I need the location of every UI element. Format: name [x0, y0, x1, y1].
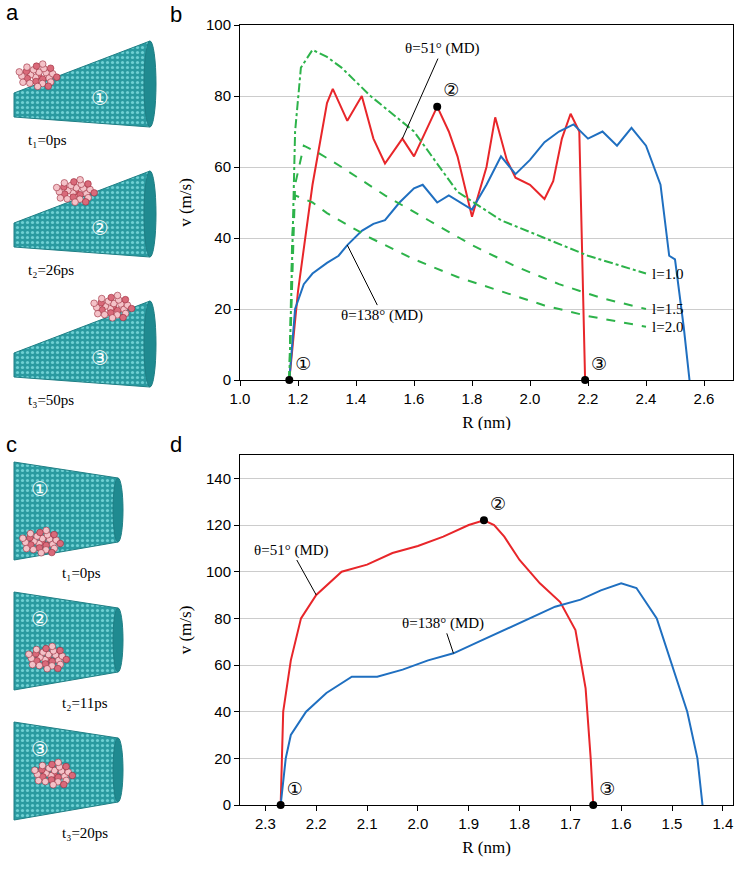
svg-text:2.2: 2.2 [306, 815, 327, 832]
svg-text:1.8: 1.8 [509, 815, 530, 832]
svg-text:1.6: 1.6 [404, 390, 425, 407]
svg-text:θ=138° (MD): θ=138° (MD) [341, 307, 423, 324]
svg-text:①: ① [31, 477, 49, 501]
svg-text:20: 20 [214, 750, 231, 767]
svg-text:80: 80 [214, 610, 231, 627]
svg-text:1.4: 1.4 [712, 815, 733, 832]
svg-text:100: 100 [206, 563, 231, 580]
html-text:d: d [170, 432, 183, 457]
svg-text:2.0: 2.0 [520, 390, 541, 407]
svg-text:R (nm): R (nm) [462, 838, 511, 857]
svg-text:l=1.5: l=1.5 [652, 301, 683, 317]
svg-text:1.9: 1.9 [458, 815, 479, 832]
svg-text:t₃=20ps: t₃=20ps [62, 825, 108, 841]
svg-text:θ=51° (MD): θ=51° (MD) [405, 40, 480, 57]
svg-text:2.4: 2.4 [636, 390, 657, 407]
svg-text:θ=51° (MD): θ=51° (MD) [254, 542, 329, 559]
svg-text:2.6: 2.6 [694, 390, 715, 407]
svg-text:t₂=26ps: t₂=26ps [28, 262, 74, 278]
svg-text:③: ③ [91, 346, 109, 370]
svg-text:v (m/s): v (m/s) [176, 606, 195, 655]
svg-text:②: ② [91, 216, 109, 240]
svg-text:100: 100 [206, 16, 231, 33]
svg-text:②: ② [31, 607, 49, 631]
svg-text:t₁=0ps: t₁=0ps [28, 132, 67, 148]
svg-text:c: c [6, 432, 17, 457]
svg-text:20: 20 [214, 300, 231, 317]
svg-text:120: 120 [206, 516, 231, 533]
svg-text:1.6: 1.6 [611, 815, 632, 832]
svg-text:1.0: 1.0 [230, 390, 251, 407]
svg-text:v (m/s): v (m/s) [176, 178, 195, 227]
svg-text:l=1.0: l=1.0 [652, 266, 683, 282]
svg-text:60: 60 [214, 158, 231, 175]
svg-text:2.1: 2.1 [357, 815, 378, 832]
svg-text:③: ③ [31, 737, 49, 761]
svg-text:2.3: 2.3 [255, 815, 276, 832]
svg-text:1.2: 1.2 [288, 390, 309, 407]
svg-text:1.8: 1.8 [462, 390, 483, 407]
svg-text:0: 0 [223, 371, 231, 388]
svg-text:t₂=11ps: t₂=11ps [62, 695, 108, 711]
svg-text:2.0: 2.0 [407, 815, 428, 832]
svg-text:①: ① [287, 778, 303, 799]
svg-text:1.7: 1.7 [560, 815, 581, 832]
svg-text:l=2.0: l=2.0 [652, 319, 683, 335]
svg-text:140: 140 [206, 470, 231, 487]
svg-text:1.5: 1.5 [662, 815, 683, 832]
svg-text:t₃=50ps: t₃=50ps [28, 392, 74, 408]
svg-text:0: 0 [223, 796, 231, 813]
svg-text:θ=138° (MD): θ=138° (MD) [402, 615, 484, 632]
svg-text:2.2: 2.2 [578, 390, 599, 407]
svg-text:①: ① [91, 86, 109, 110]
svg-text:③: ③ [591, 353, 607, 374]
svg-text:1.4: 1.4 [346, 390, 367, 407]
svg-text:80: 80 [214, 87, 231, 104]
svg-text:40: 40 [214, 703, 231, 720]
svg-text:②: ② [490, 493, 506, 514]
svg-text:a: a [6, 0, 19, 25]
svg-text:40: 40 [214, 229, 231, 246]
html-text:b: b [170, 2, 183, 27]
svg-text:②: ② [443, 79, 459, 100]
svg-text:R (nm): R (nm) [462, 413, 511, 432]
svg-text:t₁=0ps: t₁=0ps [62, 565, 101, 581]
svg-text:③: ③ [599, 778, 615, 799]
svg-text:60: 60 [214, 656, 231, 673]
svg-text:①: ① [295, 353, 311, 374]
